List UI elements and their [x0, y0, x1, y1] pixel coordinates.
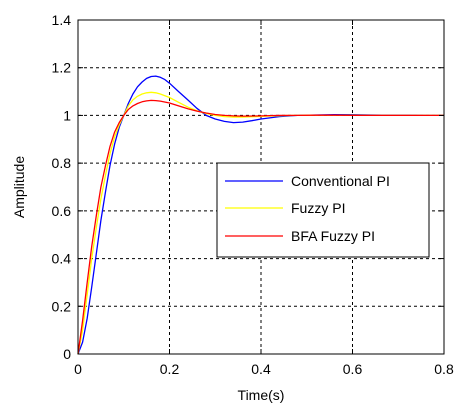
x-tick-label: 0.8 [434, 361, 454, 377]
y-tick-label: 0.6 [52, 203, 72, 219]
y-tick-label: 1.4 [52, 12, 72, 28]
series-layer [77, 75, 444, 355]
y-tick-label: 0 [63, 346, 71, 362]
x-tick-label: 0.6 [343, 361, 363, 377]
legend-label-bfa-fuzzy-pi: BFA Fuzzy PI [291, 228, 375, 244]
x-axis-label: Time(s) [238, 387, 285, 403]
tick-layer: 0 0.2 0.4 0.6 0.8 0 0.2 0.4 0.6 0.8 1 1.2 1.4 [52, 12, 454, 377]
y-tick-label: 0.8 [52, 155, 72, 171]
y-tick-label: 0.4 [52, 251, 72, 267]
y-tick-label: 1.2 [52, 60, 72, 76]
legend-box [216, 162, 430, 258]
y-tick-label: 1 [63, 107, 71, 123]
series-line-bfa-fuzzy-pi [77, 99, 444, 355]
x-tick-label: 0.2 [160, 361, 180, 377]
legend-label-conventional-pi: Conventional PI [291, 173, 390, 189]
x-tick-label: 0.4 [251, 361, 271, 377]
legend: Conventional PI Fuzzy PI BFA Fuzzy PI [216, 162, 430, 258]
legend-label-fuzzy-pi: Fuzzy PI [291, 200, 345, 216]
y-tick-label: 0.2 [52, 298, 72, 314]
x-tick-label: 0 [74, 361, 82, 377]
y-axis-label: Amplitude [11, 156, 27, 218]
